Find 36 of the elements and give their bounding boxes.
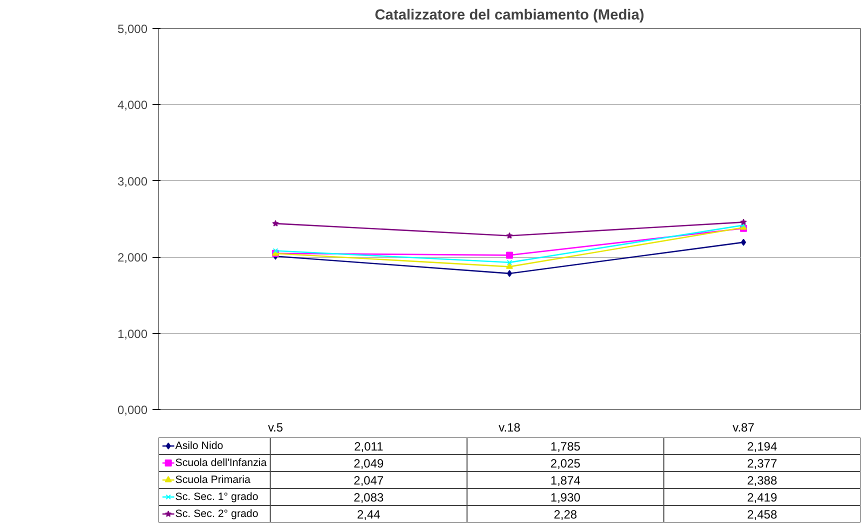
y-tick-label: 3,000 [117,174,148,188]
data-label: 2,047 [354,474,384,488]
y-tick-label: 2,000 [117,250,148,265]
legend-label: Scuola Primaria [175,474,251,486]
data-label: 1,874 [550,474,581,488]
point [272,220,279,226]
point [740,218,747,226]
data-label: 2,049 [354,456,384,470]
data-label: 2,419 [747,490,778,504]
data-label: 2,377 [747,456,778,470]
data-label: 1,930 [550,490,581,504]
data-label: 2,44 [357,508,381,522]
x-tick-label: v.18 [498,420,521,434]
data-label: 2,194 [747,440,778,454]
y-tick-label: 5,000 [117,22,148,36]
x-tick-label: v.87 [732,420,755,434]
y-tick-label: 0,000 [117,403,148,417]
data-label: 2,458 [747,508,778,522]
data-label: 2,083 [354,490,384,504]
point [506,260,512,266]
data-label: 1,785 [550,440,581,454]
chart-title: Catalizzatore del cambiamento (Media) [374,8,644,24]
x-tick-label: v.5 [268,420,284,434]
data-label: 2,011 [354,440,384,454]
point [506,252,513,259]
data-label: 2,025 [550,456,581,470]
point [506,232,513,239]
data-label: 2,388 [747,474,778,488]
y-tick-label: 4,000 [117,98,148,112]
y-tick-label: 1,000 [117,326,148,341]
data-label: 2,28 [554,508,578,522]
legend-label: Sc. Sec. 2° grado [175,508,258,520]
legend-label: Scuola dell'Infanzia [175,457,267,469]
legend-label: Sc. Sec. 1° grado [175,491,258,503]
point [506,262,513,269]
legend-label: Asilo Nido [175,440,224,452]
